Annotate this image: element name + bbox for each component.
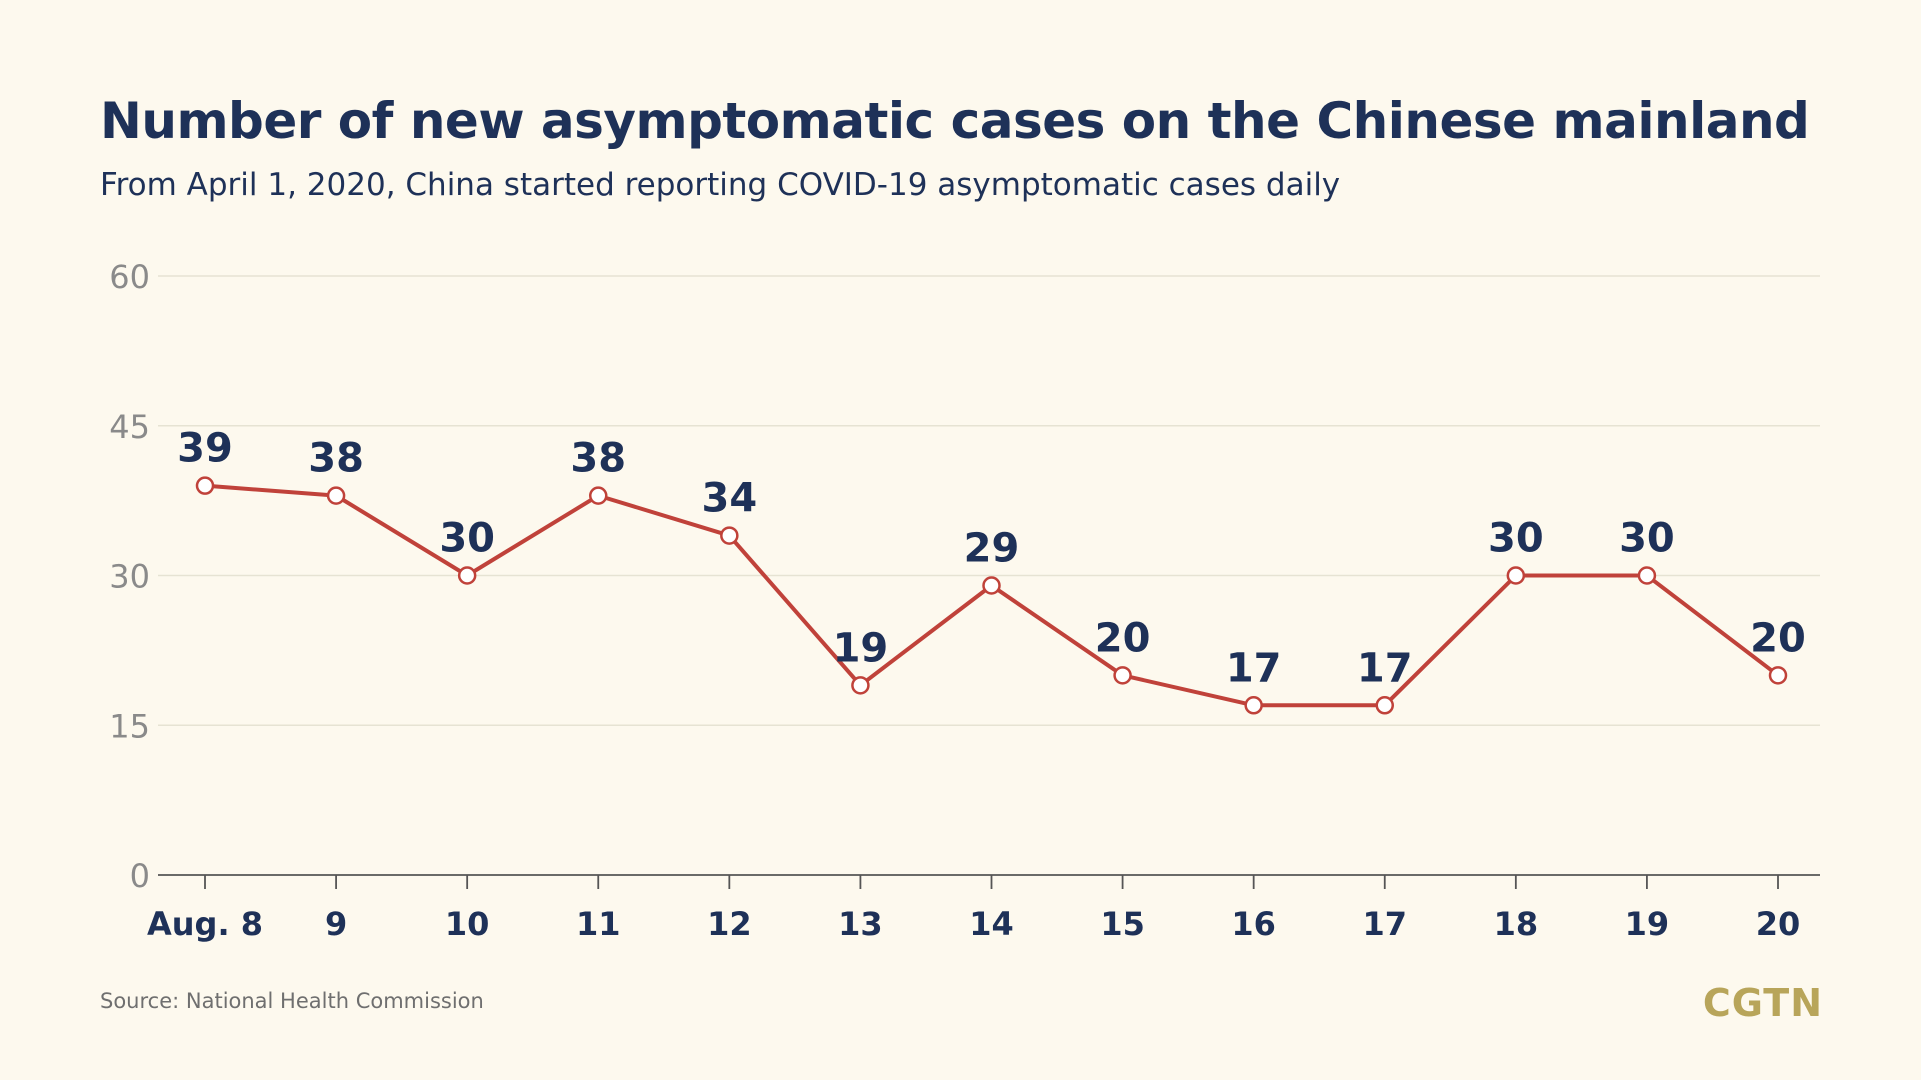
x-tick-label: 20: [1756, 905, 1801, 943]
data-label: 20: [1095, 615, 1151, 661]
x-axis: Aug. 8 9 10 11 12 13 14 15 16 17 18 19 20: [147, 874, 1820, 943]
data-label: 38: [308, 436, 364, 482]
x-tick-label: 16: [1231, 905, 1276, 943]
x-tick-label: 10: [445, 905, 490, 943]
data-point: [1506, 566, 1526, 585]
data-point: [457, 566, 477, 585]
source-note: Source: National Health Commission: [100, 989, 484, 1013]
y-tick-label: 60: [109, 258, 150, 296]
y-tick-label: 0: [130, 857, 150, 895]
data-label: 17: [1226, 645, 1282, 691]
data-label: 30: [439, 516, 495, 562]
data-point: [1768, 666, 1788, 685]
x-tick-label: 11: [576, 905, 621, 943]
x-tick-label: 15: [1100, 905, 1145, 943]
data-point: [1244, 696, 1263, 715]
x-tick-label: 14: [969, 905, 1014, 943]
gridlines: [158, 275, 1820, 726]
y-axis: 0 15 30 45 60: [109, 258, 150, 895]
data-point: [1375, 696, 1394, 715]
data-label: 34: [701, 476, 757, 522]
data-point: [326, 486, 346, 505]
x-tick-label: 9: [325, 905, 347, 943]
x-tick-label: 19: [1625, 905, 1670, 943]
data-label: 39: [177, 426, 233, 472]
series: [195, 476, 1788, 715]
y-tick-label: 45: [109, 408, 150, 446]
y-tick-label: 30: [109, 558, 150, 596]
cgtn-logo: CGTN: [1702, 981, 1823, 1025]
data-label: 20: [1750, 615, 1806, 661]
x-tick-label: 17: [1362, 905, 1407, 943]
data-label: 29: [964, 525, 1020, 571]
data-point: [195, 476, 215, 495]
data-label: 38: [570, 436, 626, 482]
x-tick-label: 12: [707, 905, 752, 943]
chart-subtitle: From April 1, 2020, China started report…: [100, 167, 1341, 203]
data-label: 17: [1357, 645, 1413, 691]
x-tick-label: Aug. 8: [147, 905, 263, 943]
y-tick-label: 15: [109, 707, 150, 745]
data-label: 19: [833, 625, 889, 671]
data-labels: 39 38 30 38 34 19 29 20 17 17 30 30 20: [177, 426, 1806, 692]
data-point: [589, 486, 608, 505]
x-tick-label: 18: [1494, 905, 1539, 943]
data-label: 30: [1619, 516, 1675, 562]
data-label: 30: [1488, 516, 1544, 562]
data-point: [1637, 566, 1657, 585]
data-point: [851, 676, 870, 695]
chart-title: Number of new asymptomatic cases on the …: [100, 92, 1810, 150]
data-point: [1113, 666, 1132, 685]
data-point: [720, 526, 739, 545]
data-point: [982, 576, 1001, 595]
x-tick-label: 13: [838, 905, 883, 943]
